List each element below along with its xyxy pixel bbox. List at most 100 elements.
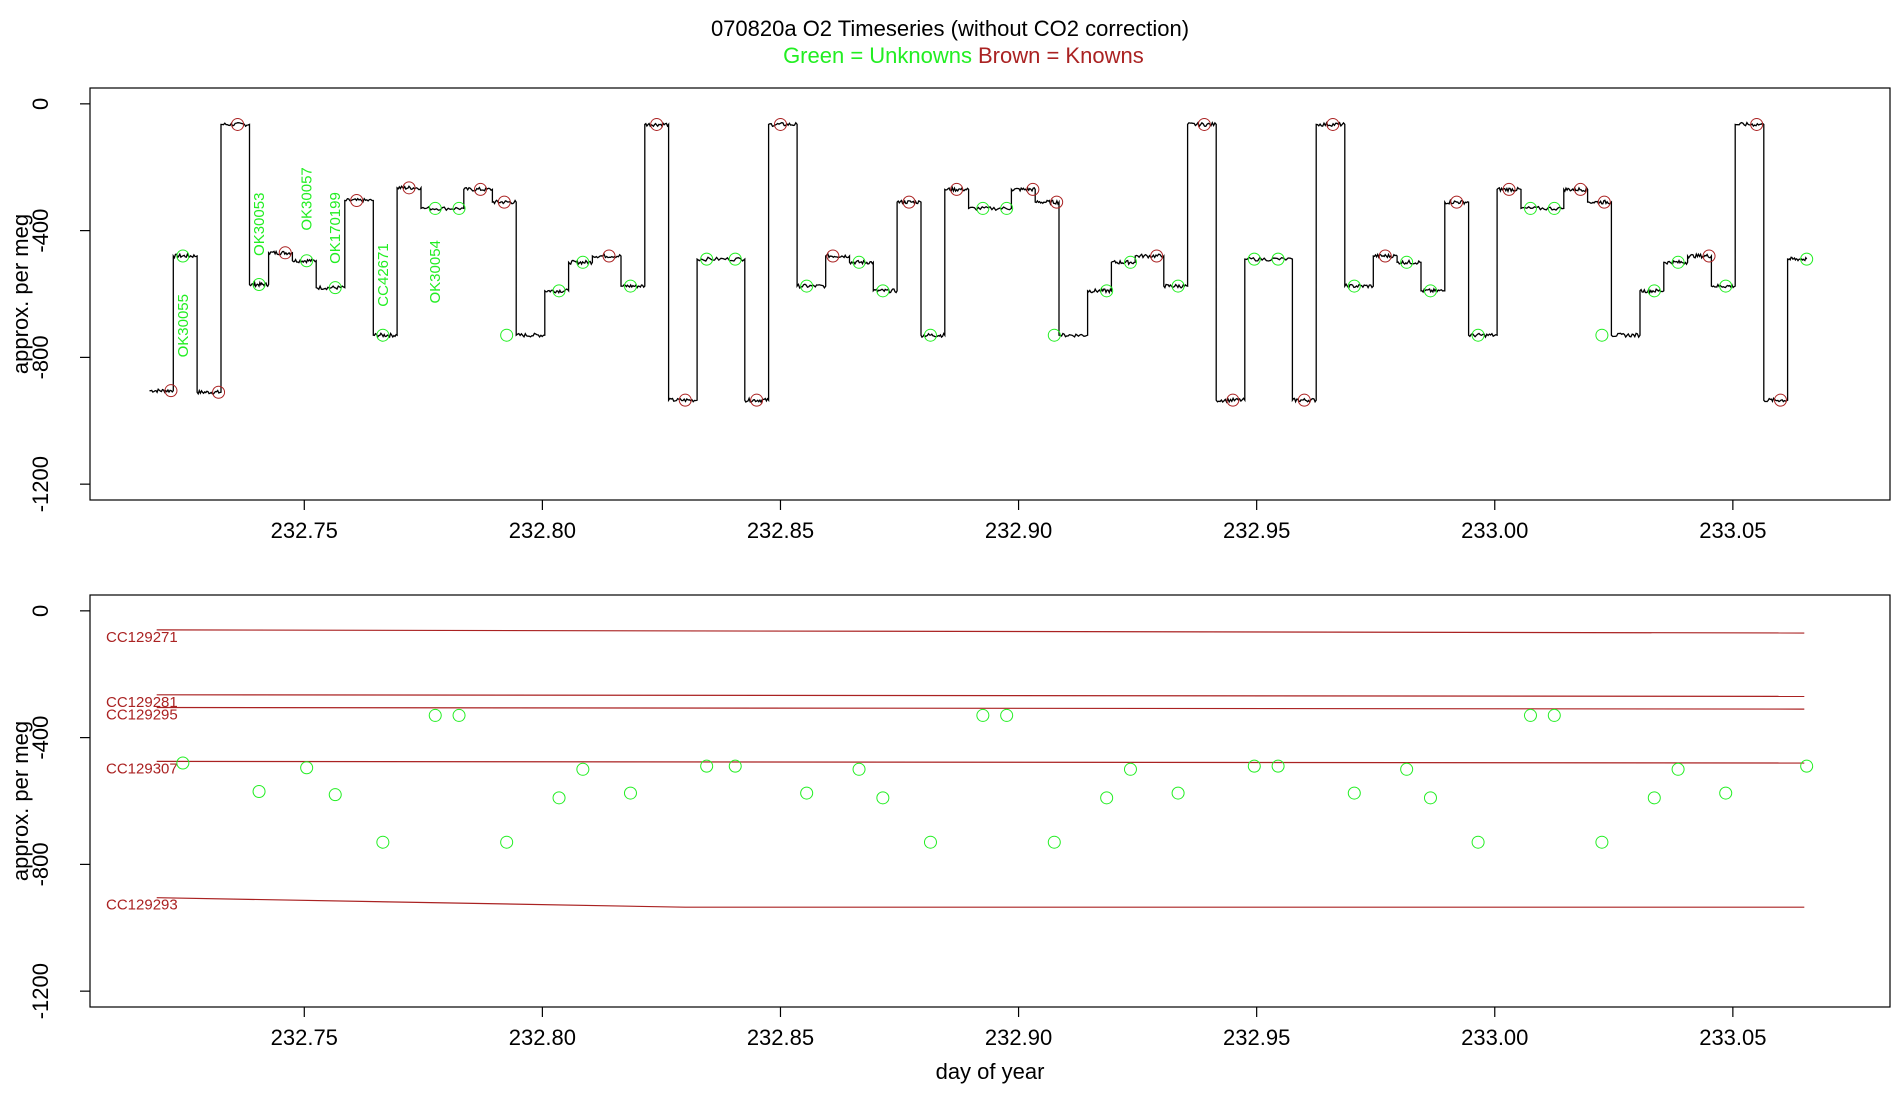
top-x-tick-label: 232.75 bbox=[271, 518, 338, 543]
top-y-tick-label: -800 bbox=[28, 335, 53, 379]
top-x-tick-label: 232.95 bbox=[1223, 518, 1290, 543]
bottom-y-tick-label: 0 bbox=[28, 605, 53, 617]
top-y-tick-label: 0 bbox=[28, 98, 53, 110]
top-y-tick-label: -400 bbox=[28, 209, 53, 253]
top-known-point bbox=[1326, 117, 1340, 131]
bottom-unknown-point bbox=[1000, 708, 1014, 722]
top-unknown-point bbox=[1123, 255, 1137, 269]
top-unknown-point bbox=[300, 254, 314, 268]
bottom-reference-label: CC129307 bbox=[106, 760, 178, 777]
bottom-unknown-point bbox=[576, 762, 590, 776]
top-unknown-point bbox=[576, 255, 590, 269]
bottom-unknown-point bbox=[1247, 759, 1261, 773]
bottom-unknown-point bbox=[876, 791, 890, 805]
top-unknown-point bbox=[852, 255, 866, 269]
bottom-x-tick-label: 232.80 bbox=[509, 1025, 576, 1050]
top-unknown-point bbox=[1047, 328, 1061, 342]
bottom-unknown-point bbox=[452, 708, 466, 722]
top-known-point bbox=[602, 249, 616, 263]
bottom-unknown-point bbox=[623, 786, 637, 800]
top-unknown-point bbox=[1800, 252, 1814, 266]
top-known-point bbox=[164, 384, 178, 398]
bottom-unknown-point bbox=[852, 762, 866, 776]
top-known-point bbox=[1750, 117, 1764, 131]
bottom-unknown-point bbox=[1123, 762, 1137, 776]
top-x-tick-label: 232.85 bbox=[747, 518, 814, 543]
top-unknown-point bbox=[1100, 284, 1114, 298]
bottom-x-axis-title: day of year bbox=[936, 1059, 1045, 1084]
bottom-unknown-point bbox=[252, 784, 266, 798]
top-unknown-point bbox=[923, 328, 937, 342]
top-known-point bbox=[212, 385, 226, 399]
top-unknown-point bbox=[728, 252, 742, 266]
top-sample-label: OK30054 bbox=[427, 240, 444, 303]
top-o2-trace bbox=[149, 121, 1808, 404]
bottom-unknown-point bbox=[976, 708, 990, 722]
bottom-unknown-point bbox=[1100, 791, 1114, 805]
bottom-unknown-point bbox=[300, 761, 314, 775]
bottom-x-tick-label: 233.00 bbox=[1461, 1025, 1528, 1050]
top-unknown-point bbox=[800, 279, 814, 293]
top-sample-label: OK30053 bbox=[251, 193, 268, 256]
bottom-plot-frame bbox=[89, 594, 1891, 1008]
top-unknown-point bbox=[176, 249, 190, 263]
top-x-tick-label: 233.05 bbox=[1699, 518, 1766, 543]
top-unknown-point bbox=[1000, 201, 1014, 215]
bottom-unknown-point bbox=[1719, 786, 1733, 800]
bottom-y-tick-label: -800 bbox=[28, 842, 53, 886]
bottom-unknown-point bbox=[700, 759, 714, 773]
top-unknown-point bbox=[376, 328, 390, 342]
bottom-reference-line bbox=[156, 760, 1805, 764]
top-known-point bbox=[1502, 182, 1516, 196]
bottom-unknown-point bbox=[1595, 835, 1609, 849]
bottom-y-tick-label: -1200 bbox=[28, 963, 53, 1019]
bottom-unknown-point bbox=[1523, 708, 1537, 722]
bottom-x-tick-label: 233.05 bbox=[1699, 1025, 1766, 1050]
top-known-point bbox=[950, 182, 964, 196]
top-x-tick-label: 233.00 bbox=[1461, 518, 1528, 543]
bottom-x-tick-label: 232.95 bbox=[1223, 1025, 1290, 1050]
legend-unknowns: Green = Unknowns bbox=[783, 43, 972, 68]
top-known-point bbox=[1150, 249, 1164, 263]
top-known-point bbox=[1226, 393, 1240, 407]
top-unknown-point bbox=[452, 201, 466, 215]
top-unknown-point bbox=[552, 284, 566, 298]
top-unknown-point bbox=[1423, 284, 1437, 298]
bottom-unknown-point bbox=[428, 708, 442, 722]
top-known-point bbox=[473, 182, 487, 196]
bottom-unknown-point bbox=[1800, 759, 1814, 773]
bottom-x-tick-label: 232.75 bbox=[271, 1025, 338, 1050]
panel-top: 232.75 232.80 232.85 232.90 232.95 233.00 233.… bbox=[8, 87, 1891, 543]
chart-title: 070820a O2 Timeseries (without CO2 corre… bbox=[711, 16, 1189, 41]
top-y-axis-title: approx. per meg bbox=[8, 214, 33, 374]
bottom-unknown-point bbox=[923, 835, 937, 849]
bottom-x-tick-label: 232.85 bbox=[747, 1025, 814, 1050]
top-known-point bbox=[231, 117, 245, 131]
top-unknown-point bbox=[500, 328, 514, 342]
bottom-y-axis-title: approx. per meg bbox=[8, 721, 33, 881]
top-known-point bbox=[1197, 117, 1211, 131]
bottom-unknown-point bbox=[1671, 762, 1685, 776]
bottom-unknown-point bbox=[1171, 786, 1185, 800]
bottom-unknown-point bbox=[1547, 708, 1561, 722]
top-unknown-point bbox=[1471, 328, 1485, 342]
top-unknown-point bbox=[252, 277, 266, 291]
top-unknown-point bbox=[1547, 201, 1561, 215]
bottom-reference-label: CC129281 bbox=[106, 694, 178, 711]
top-unknown-point bbox=[1347, 279, 1361, 293]
bottom-unknown-point bbox=[1423, 791, 1437, 805]
bottom-y-tick-label: -400 bbox=[28, 716, 53, 760]
top-unknown-point bbox=[876, 284, 890, 298]
bottom-unknown-point bbox=[800, 786, 814, 800]
top-y-tick-label: -1200 bbox=[28, 456, 53, 512]
top-x-tick-label: 232.90 bbox=[985, 518, 1052, 543]
top-unknown-point bbox=[1719, 279, 1733, 293]
top-x-tick-label: 232.80 bbox=[509, 518, 576, 543]
bottom-reference-line bbox=[156, 694, 1805, 697]
panel-bottom: 232.75 232.80 232.85 232.90 232.95 233.00 233.… bbox=[8, 594, 1891, 1084]
top-unknown-point bbox=[976, 201, 990, 215]
top-unknown-point bbox=[428, 201, 442, 215]
top-known-point bbox=[350, 194, 364, 208]
legend-knowns: Brown = Knowns bbox=[978, 43, 1144, 68]
